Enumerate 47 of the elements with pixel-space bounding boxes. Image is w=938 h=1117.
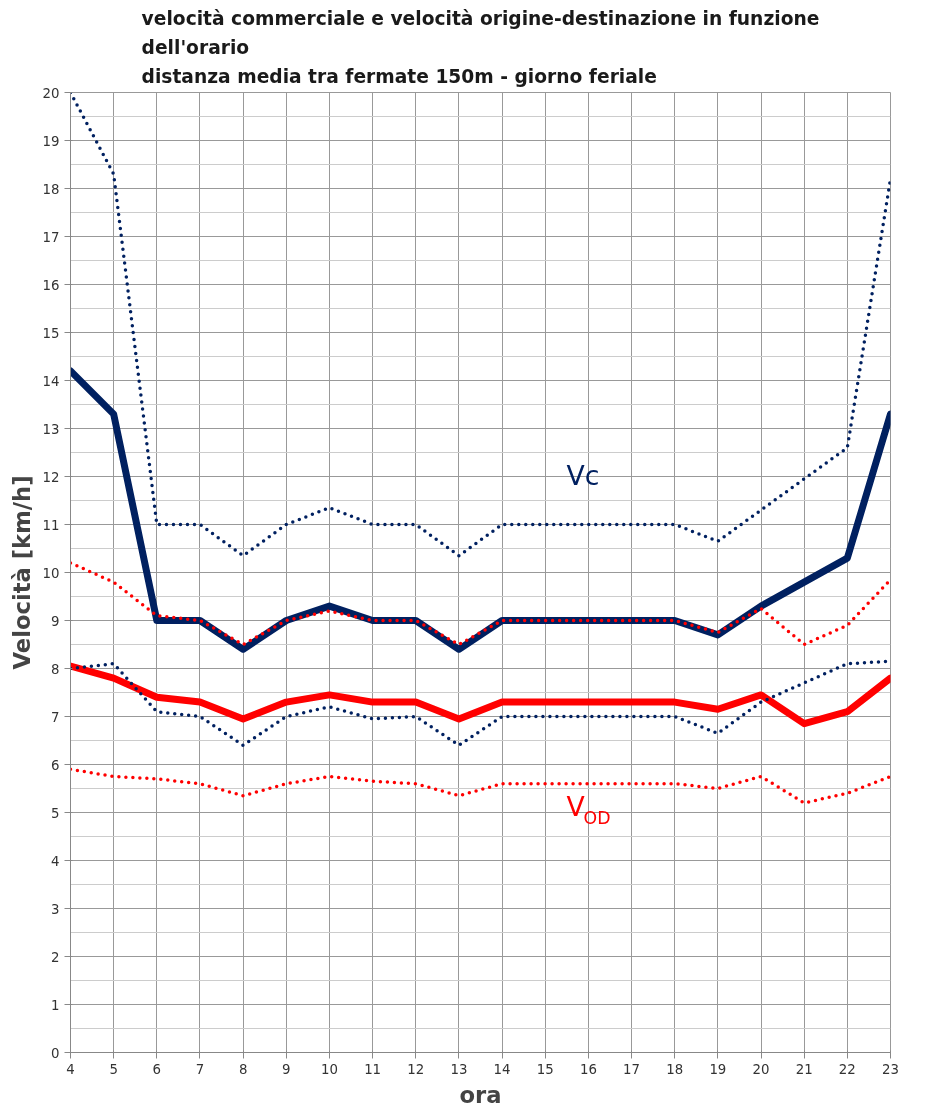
x-tick-label: 20 bbox=[752, 1061, 770, 1077]
y-tick-label: 4 bbox=[51, 853, 60, 869]
x-tick-label: 9 bbox=[282, 1061, 291, 1077]
y-tick-label: 19 bbox=[42, 133, 60, 149]
y-tick-label: 1 bbox=[51, 997, 60, 1013]
x-tick-label: 17 bbox=[623, 1061, 641, 1077]
y-tick-label: 8 bbox=[51, 661, 60, 677]
x-tick-label: 21 bbox=[795, 1061, 813, 1077]
y-tick-label: 11 bbox=[42, 517, 60, 533]
x-tick-label: 4 bbox=[66, 1061, 75, 1077]
line-series bbox=[70, 92, 891, 558]
y-tick-label: 0 bbox=[51, 1045, 60, 1061]
y-tick-label: 2 bbox=[51, 949, 60, 965]
y-tick-label: 10 bbox=[42, 565, 60, 581]
y-tick-label: 13 bbox=[42, 421, 60, 437]
x-tick-label: 5 bbox=[109, 1061, 118, 1077]
y-tick-label: 16 bbox=[42, 277, 60, 293]
annotation: Vc bbox=[566, 459, 600, 491]
y-tick-label: 15 bbox=[42, 325, 60, 341]
y-tick-label: 12 bbox=[42, 469, 60, 485]
y-tick-label: 14 bbox=[42, 373, 60, 389]
x-tick-label: 18 bbox=[666, 1061, 684, 1077]
x-tick-label: 19 bbox=[709, 1061, 727, 1077]
y-tick-label: 18 bbox=[42, 181, 60, 197]
y-tick-label: 17 bbox=[42, 229, 60, 245]
line-series bbox=[70, 561, 891, 647]
x-tick-label: 6 bbox=[152, 1061, 162, 1077]
y-tick-label: 7 bbox=[51, 709, 60, 725]
x-tick-label: 8 bbox=[238, 1061, 248, 1077]
x-tick-label: 10 bbox=[320, 1061, 338, 1077]
x-tick-label: 12 bbox=[407, 1061, 425, 1077]
y-tick-label: 9 bbox=[51, 613, 60, 629]
y-tick-label: 5 bbox=[51, 805, 60, 821]
x-axis-title: ora bbox=[459, 1081, 502, 1108]
x-tick-label: 14 bbox=[493, 1061, 511, 1077]
x-tick-label: 13 bbox=[450, 1061, 468, 1077]
y-tick-label: 6 bbox=[51, 757, 60, 773]
y-axis-title: Velocità [km/h] bbox=[8, 475, 35, 670]
x-tick-label: 22 bbox=[838, 1061, 856, 1077]
x-tick-label: 23 bbox=[882, 1061, 899, 1077]
chart-title: velocità commerciale e velocità origine-destinazione in funzione dell'orario distanza media tra fermate 150m - giorno feriale bbox=[141, 7, 820, 88]
x-tick-label: 16 bbox=[579, 1061, 597, 1077]
y-tick-label: 20 bbox=[42, 85, 60, 101]
y-tick-label: 3 bbox=[51, 901, 60, 917]
x-tick-label: 15 bbox=[536, 1061, 554, 1077]
x-tick-label: 11 bbox=[364, 1061, 382, 1077]
x-tick-label: 7 bbox=[195, 1061, 205, 1077]
